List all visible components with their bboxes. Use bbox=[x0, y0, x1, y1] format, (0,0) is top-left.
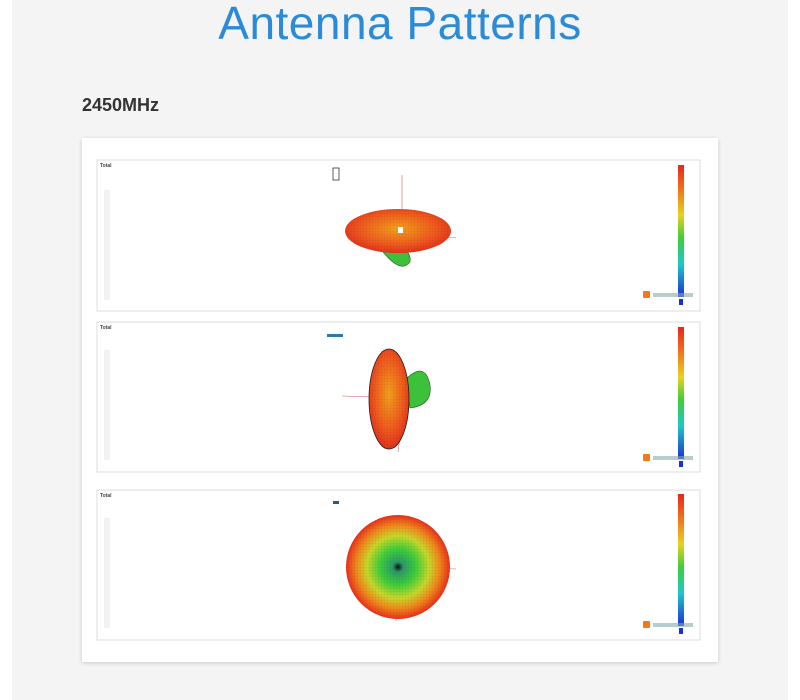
pattern-panel: Total bbox=[96, 159, 701, 312]
orientation-icon bbox=[327, 334, 343, 337]
orientation-icon bbox=[332, 167, 340, 181]
pattern-panel: Total bbox=[96, 321, 701, 473]
color-swatch bbox=[679, 299, 683, 305]
color-swatch bbox=[679, 628, 683, 634]
scale-strip bbox=[104, 190, 110, 300]
panel-label: Total bbox=[100, 163, 112, 169]
toolbar-icon bbox=[643, 621, 650, 628]
pattern-lobe bbox=[404, 370, 431, 409]
toolbar bbox=[653, 456, 693, 460]
color-bar bbox=[678, 494, 684, 626]
pattern-mesh bbox=[369, 349, 409, 449]
panel-label: Total bbox=[100, 493, 112, 499]
scale-strip bbox=[104, 518, 110, 628]
panel-label: Total bbox=[100, 325, 112, 331]
color-bar bbox=[678, 165, 684, 297]
toolbar bbox=[653, 293, 693, 297]
color-swatch bbox=[679, 461, 683, 467]
pattern-mesh bbox=[346, 515, 450, 619]
origin-marker bbox=[398, 227, 403, 233]
section-heading: 2450MHz bbox=[82, 95, 160, 115]
color-bar bbox=[678, 327, 684, 459]
scale-strip bbox=[104, 350, 110, 460]
toolbar-icon bbox=[643, 291, 650, 298]
pattern-panel: Total bbox=[96, 489, 701, 641]
toolbar-icon bbox=[643, 454, 650, 461]
toolbar bbox=[653, 623, 693, 627]
orientation-icon bbox=[333, 501, 339, 504]
page-title: Antenna Patterns bbox=[218, 0, 582, 49]
